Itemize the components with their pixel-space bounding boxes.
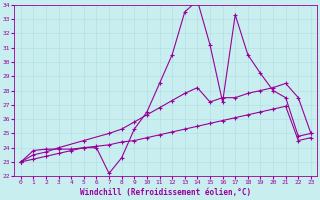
X-axis label: Windchill (Refroidissement éolien,°C): Windchill (Refroidissement éolien,°C) [80, 188, 252, 197]
